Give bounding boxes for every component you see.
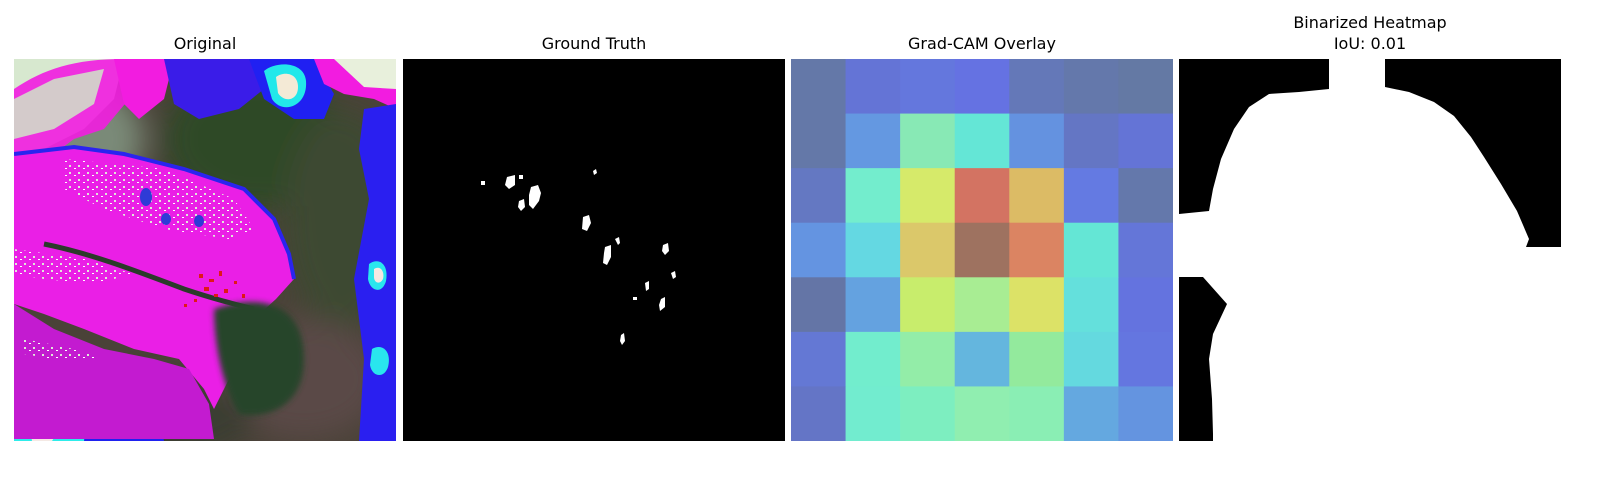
heatmap-cell: [1118, 113, 1173, 169]
heatmap-cell: [791, 59, 847, 115]
heatmap-cell: [1009, 386, 1065, 441]
heatmap-cell: [954, 168, 1010, 224]
heatmap-cell: [1009, 59, 1065, 115]
heatmap-cell: [954, 59, 1010, 115]
heatmap-cell: [1009, 222, 1065, 278]
heatmap-cell: [791, 222, 847, 278]
heatmap-cell: [791, 277, 847, 333]
heatmap-cell: [1009, 331, 1065, 388]
heatmap-cell: [954, 277, 1010, 333]
heatmap-cell: [845, 59, 901, 115]
panel-title: Grad-CAM Overlay: [908, 34, 1056, 53]
iou-label: IoU: 0.01: [1333, 34, 1407, 53]
heatmap-cell: [900, 59, 956, 115]
heatmap-cell: [1063, 222, 1120, 278]
heatmap-cell: [791, 168, 847, 224]
heatmap-cell: [954, 386, 1010, 441]
heatmap-cell: [791, 113, 847, 169]
heatmap-cell: [900, 168, 956, 224]
heatmap-cell: [1009, 277, 1065, 333]
heatmap-cell: [954, 331, 1010, 388]
heatmap-cell: [845, 113, 901, 169]
heatmap-cell: [791, 386, 847, 441]
panel-ground-truth: Ground Truth: [403, 0, 785, 500]
heatmap-cell: [1118, 168, 1173, 224]
original-leaf-image: [14, 59, 396, 441]
heatmap-cell: [845, 222, 901, 278]
heatmap-cell: [954, 113, 1010, 169]
heatmap-cell: [1118, 222, 1173, 278]
heatmap-cell: [900, 386, 956, 441]
panel-title-line1: Binarized Heatmap: [1293, 13, 1447, 32]
heatmap-cell: [900, 113, 956, 169]
heatmap-cell: [1063, 386, 1120, 441]
gradcam-heatmap: [791, 59, 1173, 441]
heatmap-cell: [1063, 168, 1120, 224]
panel-title: Ground Truth: [541, 34, 647, 53]
heatmap-cell: [1118, 331, 1173, 388]
heatmap-cell: [900, 331, 956, 388]
heatmap-cell: [845, 331, 901, 388]
panel-gradcam: Grad-CAM Overlay: [791, 0, 1173, 500]
binarized-mask: [1179, 59, 1561, 441]
heatmap-cell: [1118, 277, 1173, 333]
heatmap-cell: [1063, 113, 1120, 169]
heatmap-cell: [1118, 386, 1173, 441]
panel-title: Original: [173, 34, 237, 53]
heatmap-cell: [900, 222, 956, 278]
heatmap-cell: [845, 168, 901, 224]
heatmap-cell: [1063, 331, 1120, 388]
heatmap-cell: [954, 222, 1010, 278]
ground-truth-mask: [403, 59, 785, 441]
heatmap-cell: [900, 277, 956, 333]
heatmap-cell: [1118, 59, 1173, 115]
panel-binarized: Binarized Heatmap IoU: 0.01: [1179, 0, 1561, 500]
heatmap-cell: [845, 386, 901, 441]
heatmap-cell: [791, 331, 847, 388]
heatmap-cell: [845, 277, 901, 333]
heatmap-cell: [1063, 59, 1120, 115]
panel-original: Original: [14, 0, 396, 500]
heatmap-cell: [1063, 277, 1120, 333]
heatmap-cell: [1009, 113, 1065, 169]
heatmap-cell: [1009, 168, 1065, 224]
